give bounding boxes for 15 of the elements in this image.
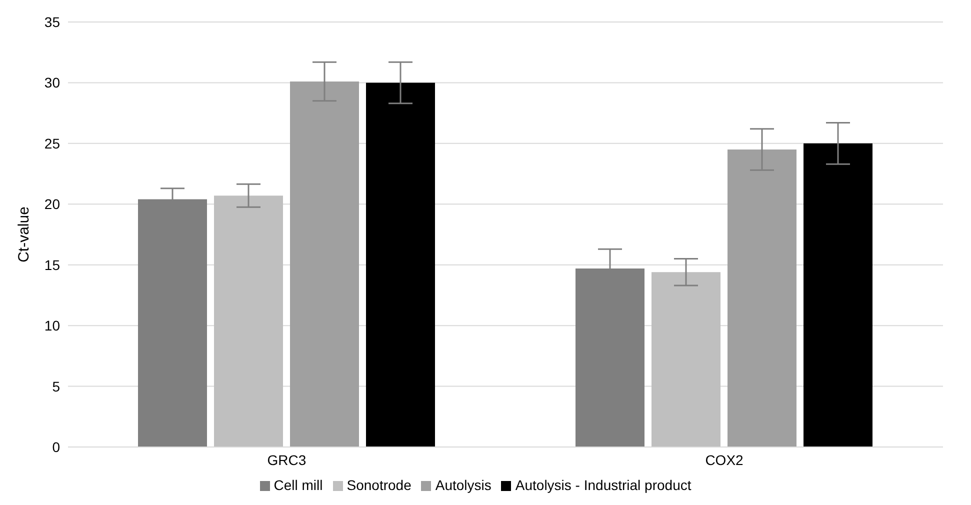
- y-tick-label: 35: [44, 14, 60, 30]
- y-tick-label: 0: [52, 438, 60, 455]
- x-tick-label: GRC3: [267, 452, 306, 468]
- y-tick-label: 15: [44, 256, 60, 273]
- y-tick-label: 5: [52, 378, 60, 394]
- y-axis-title: Ct-value: [15, 206, 32, 262]
- y-tick-label: 20: [44, 196, 60, 212]
- legend-label: Cell mill: [274, 477, 323, 493]
- legend-label: Autolysis - Industrial product: [515, 477, 692, 493]
- y-tick-label: 25: [44, 135, 60, 152]
- x-tick-label: COX2: [705, 452, 744, 468]
- legend-label: Autolysis: [435, 477, 492, 493]
- y-tick-label: 30: [44, 74, 60, 91]
- legend-label: Sonotrode: [346, 477, 412, 493]
- y-tick-label: 10: [44, 318, 60, 334]
